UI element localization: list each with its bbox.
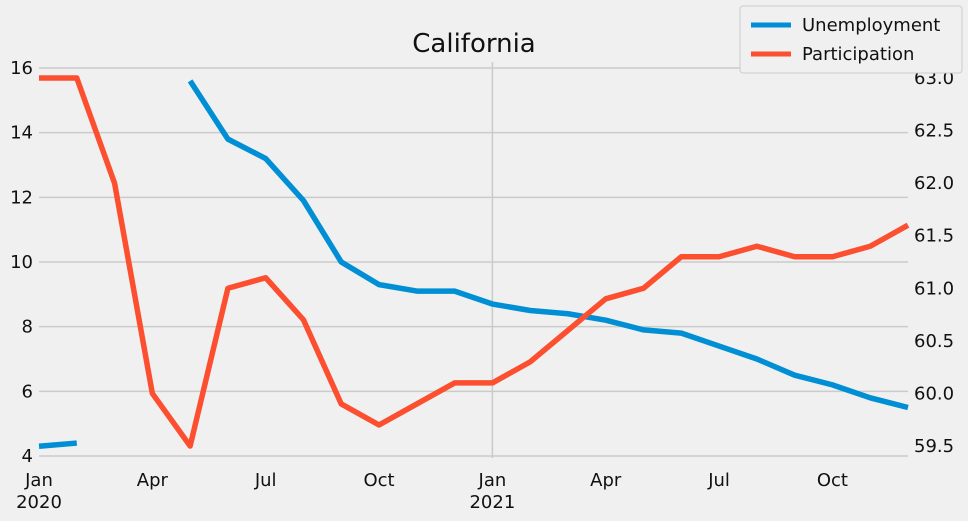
x-tick-label: Apr [137,470,169,491]
left-y-axis: 4 6 8 10 12 14 16 [10,58,33,467]
legend-box [739,5,963,74]
y-left-tick-label: 8 [22,317,33,338]
y-right-tick-label: 60.0 [914,383,954,404]
grid-lines [39,62,908,458]
x-tick-label: Jan [478,470,507,491]
x-tick-label: Jan [24,470,53,491]
x-tick-label: Jul [254,470,277,491]
y-left-tick-label: 6 [22,381,33,402]
x-tick-year-label: 2021 [469,492,515,513]
legend: Unemployment Participation [739,5,963,74]
x-tick-label: Oct [363,470,394,491]
y-right-tick-label: 59.5 [914,436,954,457]
y-right-tick-label: 61.0 [914,278,954,299]
y-right-tick-label: 62.5 [914,121,954,142]
y-right-tick-label: 61.5 [914,226,954,247]
y-left-tick-label: 14 [10,123,33,144]
x-tick-label: Oct [817,470,848,491]
y-right-tick-label: 60.5 [914,331,954,352]
right-y-axis: 59.560.060.561.061.562.062.563.0 [914,68,954,457]
x-tick-label: Jul [707,470,730,491]
series-line-unemployment [187,79,909,411]
x-tick-year-label: 2020 [16,492,62,513]
series-line-unemployment [38,440,78,450]
y-right-tick-label: 62.0 [914,173,954,194]
y-left-tick-label: 12 [10,187,33,208]
y-left-tick-label: 4 [22,446,33,467]
series-layer [38,75,910,450]
legend-label-participation: Participation [802,44,914,65]
series-line-participation [39,75,910,449]
x-tick-label: Apr [590,470,622,491]
chart-title: California [412,29,535,59]
legend-label-unemployment: Unemployment [802,15,940,36]
y-left-tick-label: 10 [10,252,33,273]
y-left-tick-label: 16 [10,58,33,79]
